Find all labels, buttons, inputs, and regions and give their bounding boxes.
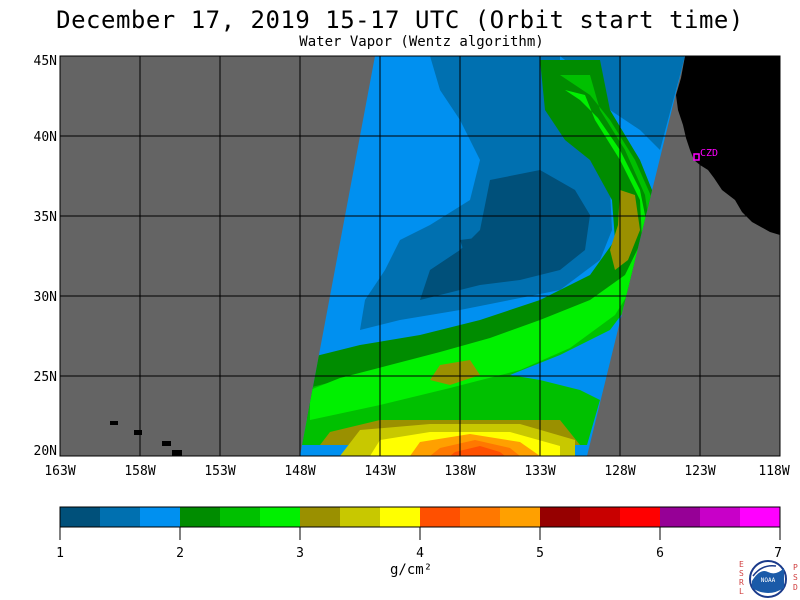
lat-label: 45N <box>34 54 57 69</box>
map-subtitle: Water Vapor (Wentz algorithm) <box>299 34 544 50</box>
land-north-america <box>676 56 780 235</box>
colorbar-swatch <box>220 507 261 527</box>
colorbar-swatch <box>620 507 661 527</box>
station-marker <box>693 153 700 161</box>
station-label: CZD <box>700 148 718 159</box>
noaa-esrl-psd-logo: E S R L P S D NOAA <box>739 560 798 598</box>
colorbar-swatch <box>380 507 421 527</box>
colorbar-tick-label: 6 <box>656 546 664 561</box>
colorbar-tick-label: 3 <box>296 546 304 561</box>
colorbar-tick-label: 1 <box>56 546 64 561</box>
colorbar-swatch <box>460 507 501 527</box>
lon-label: 153W <box>204 464 235 479</box>
colorbar-tick-label: 7 <box>774 546 782 561</box>
logo-letter: D <box>793 583 798 592</box>
lat-label: 35N <box>34 210 57 225</box>
colorbar-swatch <box>60 507 101 527</box>
lon-label: 148W <box>284 464 315 479</box>
island-kauai <box>110 421 118 425</box>
logo-letter: R <box>739 578 744 587</box>
colorbar <box>60 507 781 527</box>
colorbar-tick-label: 5 <box>536 546 544 561</box>
colorbar-swatch <box>420 507 461 527</box>
lon-label: 138W <box>444 464 475 479</box>
colorbar-tick-label: 4 <box>416 546 424 561</box>
colorbar-swatch <box>540 507 581 527</box>
island-oahu <box>134 430 142 435</box>
map-title: December 17, 2019 15-17 UTC (Orbit start… <box>56 6 744 34</box>
logo-letter: S <box>793 573 798 582</box>
island-maui <box>162 441 171 446</box>
lat-label: 40N <box>34 130 57 145</box>
lat-label: 30N <box>34 290 57 305</box>
colorbar-swatch <box>140 507 181 527</box>
logo-letter: S <box>739 569 744 578</box>
lon-label: 118W <box>758 464 789 479</box>
colorbar-swatch <box>180 507 221 527</box>
colorbar-swatch <box>660 507 701 527</box>
logo-letter: P <box>793 563 798 572</box>
lat-label: 20N <box>34 444 57 459</box>
lon-label: 128W <box>604 464 635 479</box>
colorbar-swatch <box>300 507 341 527</box>
colorbar-swatch <box>740 507 781 527</box>
colorbar-swatch <box>100 507 141 527</box>
colorbar-swatch <box>340 507 381 527</box>
island-hawaii <box>172 450 182 456</box>
logo-letter: L <box>739 587 744 596</box>
colorbar-swatch <box>700 507 741 527</box>
colorbar-swatch <box>260 507 301 527</box>
lon-label: 133W <box>524 464 555 479</box>
lat-label: 25N <box>34 370 57 385</box>
colorbar-swatch <box>500 507 541 527</box>
lon-label: 158W <box>124 464 155 479</box>
logo-letter: E <box>739 560 744 569</box>
water-vapor-swath <box>300 56 685 456</box>
colorbar-swatch <box>580 507 621 527</box>
lon-label: 123W <box>684 464 715 479</box>
colorbar-tick-label: 2 <box>176 546 184 561</box>
logo-noaa-text: NOAA <box>761 577 776 584</box>
lat-lon-grid <box>60 56 780 456</box>
colorbar-unit: g/cm² <box>390 562 433 578</box>
lon-label: 163W <box>44 464 75 479</box>
lon-label: 143W <box>364 464 395 479</box>
